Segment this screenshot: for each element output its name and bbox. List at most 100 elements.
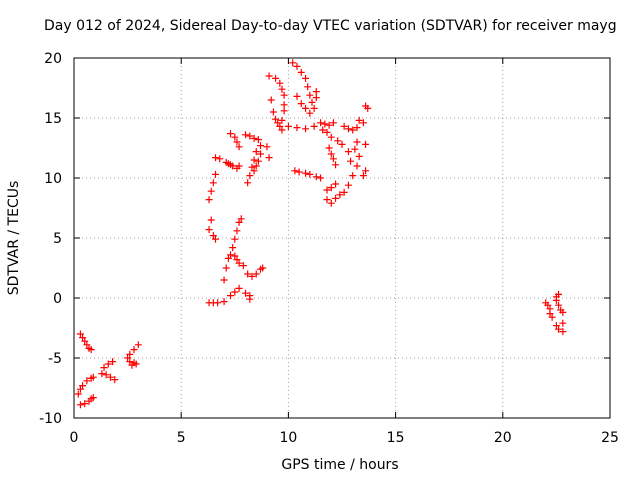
data-point	[81, 337, 89, 345]
data-point	[325, 144, 333, 152]
data-point	[362, 167, 370, 175]
data-point	[102, 371, 110, 379]
data-point	[552, 322, 560, 330]
data-point	[209, 232, 217, 240]
data-point	[297, 100, 305, 108]
data-point	[124, 354, 132, 362]
data-point	[254, 136, 262, 144]
data-point	[100, 364, 108, 372]
data-point	[559, 328, 567, 336]
data-point	[295, 168, 303, 176]
axis-ticks	[73, 57, 611, 419]
data-point	[289, 59, 297, 67]
data-point	[323, 196, 331, 204]
data-point	[76, 330, 84, 338]
data-point	[235, 259, 243, 267]
data-point	[246, 132, 254, 140]
data-point	[83, 341, 91, 349]
data-point	[327, 133, 335, 141]
data-point	[327, 184, 335, 192]
data-point	[98, 370, 106, 378]
data-point	[353, 124, 361, 132]
data-point	[233, 256, 241, 264]
data-point	[278, 85, 286, 93]
data-point	[83, 377, 91, 385]
data-point	[302, 169, 310, 177]
data-point	[231, 235, 239, 243]
data-point	[205, 226, 213, 234]
data-point	[280, 101, 288, 109]
data-point	[359, 172, 367, 180]
y-axis-label: SDTVAR / TECUs	[6, 180, 22, 296]
data-point	[544, 301, 552, 309]
data-point	[329, 155, 337, 163]
data-point	[252, 270, 260, 278]
data-point	[87, 346, 95, 354]
data-point	[257, 142, 265, 150]
data-point	[312, 88, 320, 96]
data-point	[126, 358, 134, 366]
data-point	[250, 134, 258, 142]
data-point	[310, 122, 318, 130]
data-point	[220, 298, 228, 306]
data-point	[250, 167, 258, 175]
data-point	[340, 188, 348, 196]
data-point	[222, 264, 230, 272]
data-point	[212, 154, 220, 162]
data-point	[327, 199, 335, 207]
data-marks	[74, 59, 567, 409]
data-point	[284, 122, 292, 130]
grid-lines	[74, 58, 610, 418]
data-point	[302, 125, 310, 133]
data-point	[231, 133, 239, 141]
y-tick-label: -5	[48, 351, 62, 367]
data-point	[306, 170, 314, 178]
data-point	[207, 216, 215, 224]
data-point	[76, 401, 84, 409]
data-point	[302, 74, 310, 82]
data-point	[344, 148, 352, 156]
data-point	[89, 373, 97, 381]
data-point	[216, 155, 224, 163]
data-point	[104, 360, 112, 368]
y-tick-label: 10	[44, 171, 62, 187]
data-point	[559, 319, 567, 327]
data-point	[254, 157, 262, 165]
data-point	[237, 215, 245, 223]
data-point	[355, 152, 363, 160]
data-point	[334, 137, 342, 145]
data-point	[235, 218, 243, 226]
data-point	[242, 131, 250, 139]
data-point	[332, 194, 340, 202]
data-point	[272, 74, 280, 82]
data-point	[130, 346, 138, 354]
data-point	[244, 270, 252, 278]
data-point	[353, 162, 361, 170]
data-point	[293, 92, 301, 100]
data-point	[209, 179, 217, 187]
data-point	[272, 115, 280, 123]
data-point	[265, 72, 273, 80]
data-point	[244, 179, 252, 187]
data-point	[351, 145, 359, 153]
data-point	[276, 79, 284, 87]
data-point	[231, 288, 239, 296]
data-point	[224, 254, 232, 262]
chart-title: Day 012 of 2024, Sidereal Day-to-day VTE…	[44, 18, 617, 34]
data-point	[344, 125, 352, 133]
data-point	[220, 276, 228, 284]
data-point	[229, 162, 237, 170]
data-point	[548, 313, 556, 321]
data-point	[265, 154, 273, 162]
data-point	[242, 289, 250, 297]
data-point	[297, 68, 305, 76]
data-point	[349, 172, 357, 180]
data-point	[278, 116, 286, 124]
data-point	[323, 186, 331, 194]
y-tick-label: 5	[53, 231, 62, 247]
data-point	[293, 124, 301, 132]
data-point	[344, 181, 352, 189]
data-point	[308, 98, 316, 106]
data-point	[205, 196, 213, 204]
data-point	[81, 400, 89, 408]
